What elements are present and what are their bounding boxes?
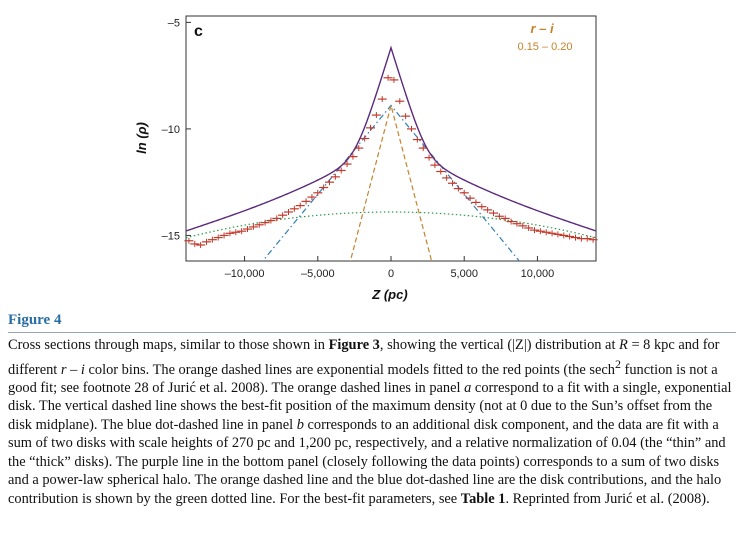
figure-title: Figure 4 — [8, 312, 62, 328]
x-tick-label: 5,000 — [450, 268, 478, 280]
data-point — [254, 221, 264, 228]
data-point — [483, 206, 493, 213]
data-point — [412, 136, 422, 143]
data-point — [547, 230, 557, 237]
color-bin-range: 0.15 – 0.20 — [517, 41, 572, 53]
data-point — [389, 76, 399, 83]
y-axis-title: ln (ρ) — [134, 122, 149, 154]
figure-3-reference[interactable]: Figure 3 — [328, 337, 380, 353]
data-point — [319, 184, 329, 191]
x-tick-label: –10,000 — [225, 268, 265, 280]
data-point — [512, 220, 522, 227]
thick-disk-dot-dashed-line — [261, 104, 521, 261]
data-point — [354, 145, 364, 152]
data-point — [401, 113, 411, 120]
data-point — [248, 223, 258, 230]
data-point — [418, 145, 428, 152]
data-point — [471, 199, 481, 206]
data-point — [330, 173, 340, 180]
density-profile-chart: –10,000 –5,000 0 5,000 10,000 –15 –10 –5 c r –… — [134, 15, 598, 302]
x-axis-ticks: –10,000 –5,000 0 5,000 10,000 — [225, 256, 555, 280]
x-tick-label: –5,000 — [301, 268, 335, 280]
data-point — [553, 231, 563, 238]
data-point — [325, 179, 334, 186]
data-point — [500, 215, 510, 222]
figure-caption: Cross sections through maps, similar to … — [8, 337, 732, 507]
data-point — [278, 212, 288, 219]
data-point — [541, 229, 551, 236]
data-point — [207, 236, 217, 243]
data-point — [524, 224, 534, 231]
data-point — [243, 226, 252, 233]
data-point — [518, 222, 528, 229]
data-point — [436, 168, 446, 175]
data-point — [448, 180, 457, 187]
data-point — [588, 236, 598, 243]
data-point — [190, 240, 200, 247]
data-point — [313, 189, 323, 196]
data-point — [383, 74, 393, 81]
data-point — [489, 210, 498, 217]
data-point — [494, 213, 504, 220]
data-point — [506, 218, 516, 225]
data-point — [225, 230, 235, 237]
figure-divider — [8, 332, 736, 333]
data-point — [266, 217, 276, 224]
data-points — [184, 74, 598, 249]
data-point — [231, 229, 241, 236]
model-curves — [186, 45, 596, 261]
data-point — [307, 194, 317, 201]
data-point — [219, 232, 229, 239]
data-point — [336, 167, 346, 174]
data-point — [301, 198, 311, 205]
data-point — [395, 98, 405, 105]
data-point — [289, 205, 299, 212]
plot-area — [185, 15, 597, 262]
data-point — [377, 96, 387, 103]
data-point — [459, 189, 469, 196]
y-axis-ticks: –15 –10 –5 — [162, 17, 191, 242]
data-point — [260, 219, 270, 226]
data-point — [348, 153, 358, 160]
data-point — [342, 161, 352, 168]
data-point — [477, 203, 487, 210]
x-tick-label: 0 — [388, 268, 394, 280]
data-point — [237, 228, 247, 235]
data-point — [559, 232, 569, 239]
data-point — [453, 185, 463, 192]
data-point — [571, 234, 580, 241]
data-point — [272, 215, 282, 222]
y-tick-label: –15 — [162, 230, 180, 242]
data-point — [202, 238, 211, 245]
halo-dotted-line — [186, 211, 596, 239]
data-point — [535, 228, 545, 235]
data-point — [284, 209, 293, 215]
data-point — [196, 242, 206, 249]
data-point — [360, 135, 370, 142]
data-point — [407, 125, 416, 132]
data-point — [582, 235, 592, 242]
data-point — [213, 234, 223, 241]
data-point — [565, 233, 575, 240]
panel-letter: c — [194, 23, 203, 40]
data-point — [442, 174, 452, 181]
y-tick-label: –10 — [162, 124, 180, 136]
data-point — [424, 154, 434, 161]
data-point — [295, 202, 305, 209]
data-point — [371, 112, 381, 119]
x-tick-label: 10,000 — [521, 268, 555, 280]
data-point — [184, 237, 194, 244]
data-point — [530, 227, 539, 234]
table-1-reference[interactable]: Table 1 — [460, 490, 506, 507]
data-point — [430, 162, 440, 169]
y-tick-label: –5 — [168, 17, 180, 29]
x-axis-title: Z (pc) — [371, 287, 407, 302]
data-point — [366, 124, 375, 131]
data-point — [465, 195, 475, 202]
color-bin-label: r – i — [530, 21, 554, 36]
total-model-line — [186, 45, 596, 232]
